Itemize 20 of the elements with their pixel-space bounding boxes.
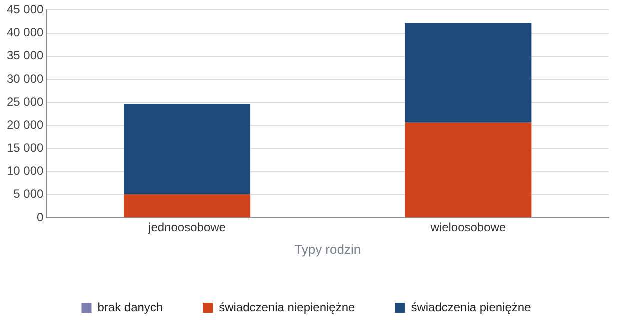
y-tick-label: 20 000 [7, 118, 44, 132]
y-tick-label: 45 000 [7, 2, 44, 17]
x-tick-label: jednoosobowe [148, 220, 226, 235]
y-tick-label: 0 [37, 210, 44, 224]
y-tick-label: 35 000 [7, 48, 44, 63]
y-tick-label: 10 000 [7, 164, 44, 178]
bar [124, 104, 251, 194]
y-tick-label: 5 000 [14, 187, 44, 202]
y-tick-label: 40 000 [7, 26, 44, 40]
bar [405, 122, 532, 218]
legend-label: świadczenia pieniężne [411, 300, 532, 314]
y-tick-label: 25 000 [7, 94, 44, 109]
legend-label: świadczenia niepieniężne [219, 300, 356, 314]
x-tick-label: wieloosobowe [430, 220, 506, 235]
y-tick-label: 15 000 [7, 141, 44, 156]
bar [124, 194, 251, 218]
bar [405, 23, 532, 123]
y-tick-label: 30 000 [7, 72, 44, 86]
x-axis-title: Typy rodzin [294, 242, 362, 257]
legend-label: brak danych [98, 300, 164, 314]
